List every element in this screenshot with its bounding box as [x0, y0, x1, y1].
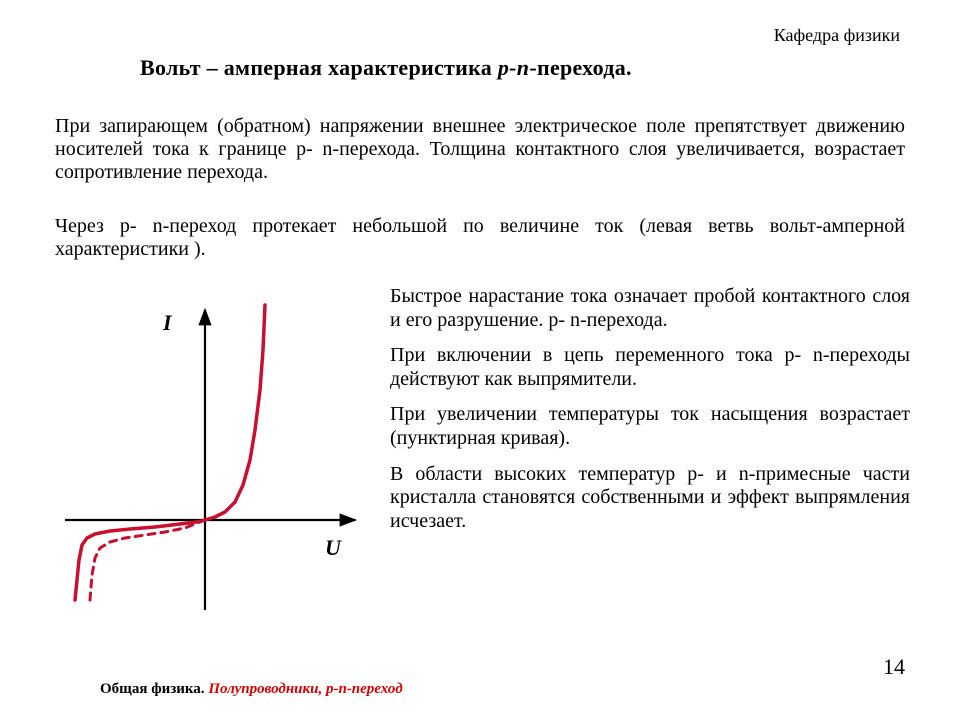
paragraph-2: Через p- n-переход протекает небольшой п… [55, 215, 905, 261]
paragraph-1: При запирающем (обратном) напряжении вне… [55, 115, 905, 184]
title-pn: p-n [498, 55, 529, 80]
right-column: Быстрое нарастание тока означает пробой … [390, 285, 910, 545]
footer-black: Общая физика. [100, 681, 208, 697]
x-axis-label: U [325, 535, 341, 561]
iv-chart-svg [55, 300, 375, 630]
paragraph-r3: При увеличении температуры ток насыщения… [390, 403, 910, 450]
footer: Общая физика. Полупроводники, p-n-перехо… [100, 681, 403, 698]
slide-title: Вольт – амперная характеристика p-n-пере… [140, 55, 632, 81]
paragraph-r4: В области высоких температур p- и n-прим… [390, 463, 910, 534]
iv-chart: I U [55, 300, 375, 630]
paragraph-r2: При включении в цепь переменного тока p-… [390, 344, 910, 391]
title-pre: Вольт – амперная характеристика [140, 55, 498, 80]
footer-red: Полупроводники, p-n-переход [208, 681, 402, 697]
title-post: -перехода. [529, 55, 631, 80]
department-label: Кафедра физики [774, 25, 900, 46]
page-number: 14 [883, 654, 905, 680]
y-axis-label: I [163, 310, 172, 336]
paragraph-r1: Быстрое нарастание тока означает пробой … [390, 285, 910, 332]
